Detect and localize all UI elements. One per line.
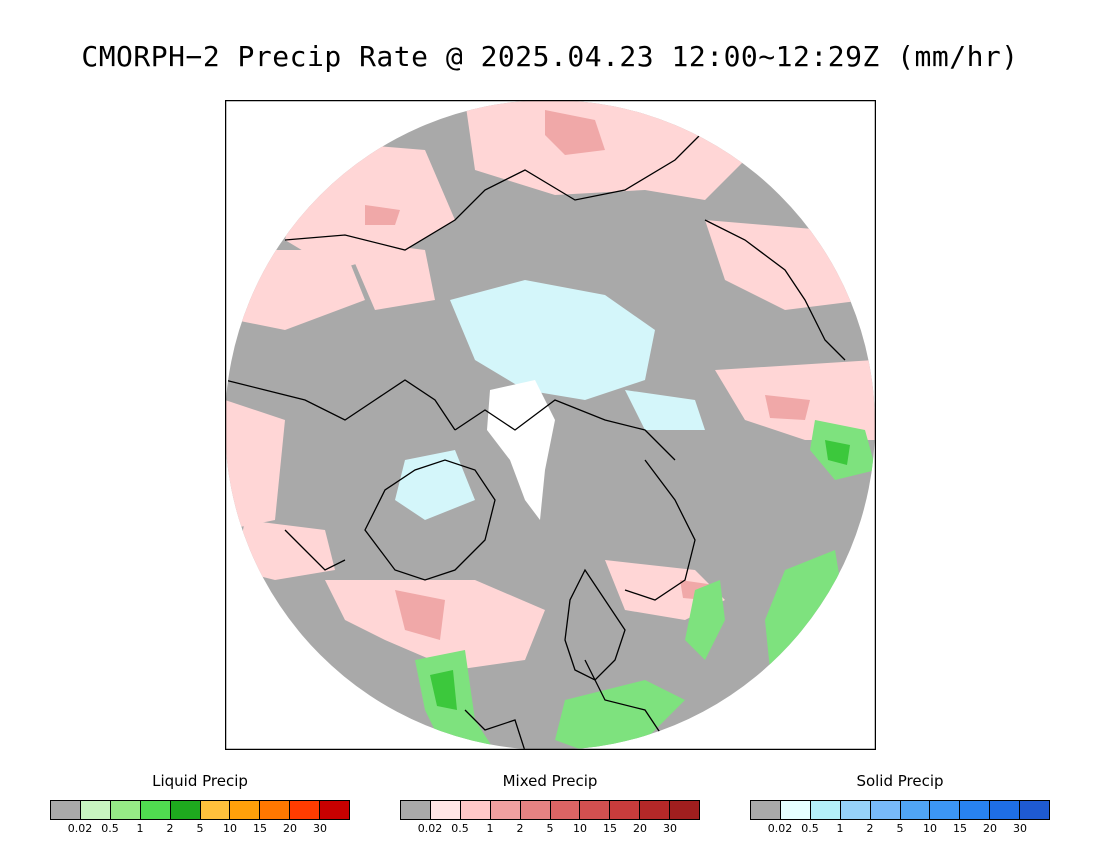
- mixed-precip-heavy-siberia: [545, 110, 605, 155]
- legend-solid-swatch: [930, 801, 961, 819]
- coastline-scandinavia: [284, 529, 346, 571]
- liquid-precip-heavy-atlantic: [430, 670, 457, 710]
- legend-mixed-swatch: [430, 801, 461, 819]
- map-title: CMORPH−2 Precip Rate @ 2025.04.23 12:00~…: [81, 40, 1019, 73]
- mixed-precip-area-europe-east: [235, 520, 335, 580]
- legend-mixed-tick-label: 10: [573, 822, 587, 835]
- legend-mixed-swatch: [640, 801, 671, 819]
- mixed-precip-heavy-canada: [765, 395, 810, 420]
- coastline-siberia: [284, 129, 706, 251]
- legend-mixed-colorbar: [400, 800, 700, 820]
- map-disc: [225, 100, 875, 750]
- legend-mixed-swatch: [520, 801, 551, 819]
- legend-solid-swatch: [1020, 801, 1050, 819]
- legend-solid-tick-label: 10: [923, 822, 937, 835]
- coastlines: [225, 129, 846, 750]
- liquid-precip-heavy-areas: [430, 440, 850, 710]
- legend-solid-swatch: [751, 801, 781, 819]
- liquid-precip-area-japan: [685, 580, 725, 660]
- legend-mixed: Mixed Precip 0.02 0.5 1 2 5 10 15 20 30: [400, 770, 700, 835]
- legend-liquid-tick-label: 5: [196, 822, 204, 835]
- legend-solid-tick-label: 0.02: [767, 822, 793, 835]
- liquid-precip-areas: [415, 420, 875, 750]
- legend-solid-tick-label: 30: [1013, 822, 1027, 835]
- legend-liquid-swatch: [51, 801, 81, 819]
- coastline-canada: [624, 459, 696, 601]
- legend-mixed-swatch: [610, 801, 641, 819]
- coastline-british-isles: [464, 709, 526, 750]
- coastline-greenland: [364, 459, 496, 581]
- legend-mixed-swatch: [490, 801, 521, 819]
- legend-solid: Solid Precip 0.02 0.5 1 2 5 10 15 20 30: [750, 770, 1050, 835]
- liquid-precip-heavy-canada: [825, 440, 850, 465]
- legend-mixed-tick-label: 20: [633, 822, 647, 835]
- coastline-eurasia-north: [225, 379, 456, 431]
- legend-liquid-swatch: [290, 801, 321, 819]
- liquid-precip-area-pacific: [765, 550, 845, 670]
- legend-solid-swatch: [960, 801, 991, 819]
- legend-solid-tick-label: 5: [896, 822, 904, 835]
- solid-precip-area-beaufort: [625, 390, 705, 430]
- coastline-canadian-archipelago: [454, 399, 676, 461]
- legend-liquid: Liquid Precip 0.02 0.5 1 2 5 10 15 20 30: [50, 770, 350, 835]
- legend-liquid-tick-label: 2: [166, 822, 174, 835]
- legend-mixed-tick-label: 15: [603, 822, 617, 835]
- legend-solid-tick-label: 2: [866, 822, 874, 835]
- liquid-precip-area-europe: [555, 680, 685, 750]
- solid-precip-area-greenland: [395, 450, 475, 520]
- precip-map: [225, 100, 876, 750]
- legend-liquid-swatch: [230, 801, 261, 819]
- legend-mixed-swatch: [550, 801, 581, 819]
- coastline-alaska: [704, 219, 846, 361]
- legend-solid-swatch: [810, 801, 841, 819]
- legend-mixed-swatch: [580, 801, 611, 819]
- legend-solid-colorbar: [750, 800, 1050, 820]
- legend-liquid-colorbar: [50, 800, 350, 820]
- legend-mixed-tick-label: 0.5: [451, 822, 469, 835]
- solid-precip-area-arctic-ocean: [450, 280, 655, 400]
- map-frame: [225, 100, 876, 750]
- legend-liquid-tick-label: 15: [253, 822, 267, 835]
- legend-solid-swatch: [900, 801, 931, 819]
- legend-liquid-tick-label: 20: [283, 822, 297, 835]
- legend-mixed-swatch: [460, 801, 491, 819]
- mixed-precip-heavy-asia: [365, 205, 400, 225]
- mixed-precip-area-arctic-siberia: [345, 240, 435, 310]
- legend-solid-tick-label: 1: [836, 822, 844, 835]
- legend-liquid-tick-label: 0.5: [101, 822, 119, 835]
- legend-mixed-tick-label: 1: [486, 822, 494, 835]
- legend-mixed-swatch: [670, 801, 700, 819]
- legend-solid-swatch: [840, 801, 871, 819]
- legend-solid-title: Solid Precip: [856, 772, 944, 790]
- mixed-precip-area-ural: [225, 400, 285, 530]
- mixed-precip-heavy-atlantic: [395, 590, 445, 640]
- legend-liquid-tick-label: 1: [136, 822, 144, 835]
- legend-mixed-tick-label: 0.02: [417, 822, 443, 835]
- legend-liquid-tick-label: 30: [313, 822, 327, 835]
- no-data-region: [487, 380, 555, 520]
- legend-liquid-swatch: [170, 801, 201, 819]
- mixed-precip-area-asia-west: [235, 250, 365, 330]
- legend-liquid-tick-label: 0.02: [67, 822, 93, 835]
- legend-solid-tick-label: 0.5: [801, 822, 819, 835]
- legend-liquid-swatch: [80, 801, 111, 819]
- legend-liquid-swatch: [320, 801, 350, 819]
- legend-liquid-swatch: [110, 801, 141, 819]
- legend-mixed-tick-label: 30: [663, 822, 677, 835]
- legend-solid-swatch: [990, 801, 1021, 819]
- legend-solid-tick-label: 20: [983, 822, 997, 835]
- legend-liquid-swatch: [200, 801, 231, 819]
- legend-liquid-swatch: [260, 801, 291, 819]
- solid-precip-areas: [395, 280, 705, 520]
- legend-mixed-swatch: [401, 801, 431, 819]
- legend-mixed-tick-label: 2: [516, 822, 524, 835]
- legend-mixed-tick-label: 5: [546, 822, 554, 835]
- legend-liquid-title: Liquid Precip: [152, 772, 248, 790]
- legend-solid-swatch: [870, 801, 901, 819]
- legend-solid-tick-label: 15: [953, 822, 967, 835]
- legend-liquid-swatch: [140, 801, 171, 819]
- legend-liquid-tick-label: 10: [223, 822, 237, 835]
- legend-solid-swatch: [780, 801, 811, 819]
- legend-mixed-title: Mixed Precip: [502, 772, 598, 790]
